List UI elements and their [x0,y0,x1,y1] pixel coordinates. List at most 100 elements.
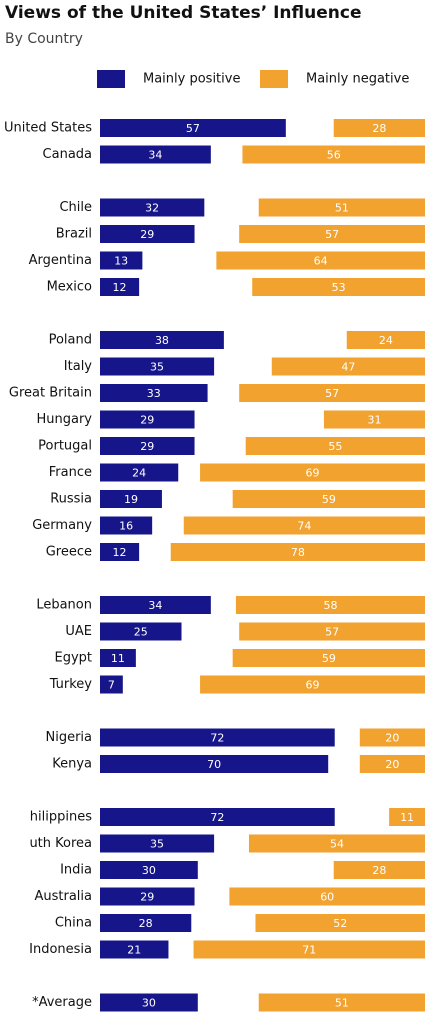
value-label: 21 [127,944,141,957]
value-label: 33 [147,387,161,400]
value-label: 16 [119,520,133,533]
value-label: 69 [306,679,320,692]
bar [183,516,425,535]
bar [333,119,425,137]
value-label: 57 [186,122,200,135]
category-label: Argentina [29,253,92,268]
bar [100,225,195,243]
category-label: Greece [46,545,92,560]
value-label: 64 [314,255,328,268]
category-label: hilippines [30,810,92,825]
bar [235,596,425,614]
category-label: Portugal [38,439,92,454]
bar [100,834,215,853]
value-label: 28 [372,122,386,135]
category-label: Canada [43,147,92,162]
bar [232,649,425,667]
bar [229,887,425,906]
bar [389,808,425,826]
bar [359,728,425,747]
value-label: 31 [367,414,381,427]
category-label: Egypt [54,651,92,666]
category-label: UAE [65,624,92,639]
bar [239,622,425,641]
value-label: 78 [291,546,305,559]
bar [100,861,198,879]
category-label: *Average [32,995,92,1010]
value-label: 69 [306,467,320,480]
bar [100,596,211,614]
value-label: 29 [140,440,154,453]
bar [100,490,162,508]
value-label: 7 [108,679,115,692]
value-label: 52 [333,917,347,930]
value-label: 51 [335,997,349,1010]
value-label: 51 [335,202,349,215]
bar [200,463,425,482]
bar [242,145,425,164]
legend-swatch [97,70,125,88]
value-label: 34 [148,599,162,612]
bar [255,914,425,932]
category-label: Indonesia [29,942,92,957]
bar [100,357,215,376]
bar [100,622,182,641]
value-label: 57 [325,626,339,639]
value-label: 57 [325,228,339,241]
bar [193,940,425,959]
bar [100,410,195,429]
bar [100,755,329,773]
value-label: 72 [210,732,224,745]
bar [100,516,153,535]
category-label: Mexico [47,280,92,295]
value-label: 47 [341,361,355,374]
bar [100,463,179,482]
value-label: 29 [140,414,154,427]
category-label: Kenya [52,757,92,772]
value-label: 53 [332,281,346,294]
bar [100,728,335,747]
value-label: 54 [330,838,344,851]
value-label: 55 [328,440,342,453]
value-label: 29 [140,891,154,904]
bar [100,437,195,455]
category-label: uth Korea [29,836,92,851]
value-label: 11 [400,811,414,824]
value-label: 11 [111,652,125,665]
bar [100,675,123,694]
legend-label: Mainly negative [306,72,409,87]
value-label: 28 [372,864,386,877]
value-label: 58 [323,599,337,612]
value-label: 35 [150,361,164,374]
bar [359,755,425,773]
category-label: Hungary [36,412,92,427]
bar [346,331,425,349]
bar [258,198,425,217]
bar [333,861,425,879]
category-label: India [60,863,92,878]
value-label: 71 [302,944,316,957]
value-label: 25 [134,626,148,639]
value-label: 70 [207,758,221,771]
category-label: Russia [50,492,92,507]
value-label: 28 [139,917,153,930]
category-label: Great Britain [9,386,92,401]
bar [100,119,286,137]
bar [100,993,198,1012]
bar [239,225,425,243]
bar [216,251,425,270]
value-label: 34 [148,149,162,162]
bar [100,808,335,826]
bar [258,993,425,1012]
category-label: Lebanon [36,598,92,613]
bar [200,675,425,694]
value-label: 72 [210,811,224,824]
value-label: 30 [142,997,156,1010]
bar [100,887,195,906]
category-label: Brazil [56,227,92,242]
bar [100,198,205,217]
legend-swatch [260,70,288,88]
value-label: 24 [379,334,393,347]
bar [100,278,140,296]
bar [170,543,425,561]
